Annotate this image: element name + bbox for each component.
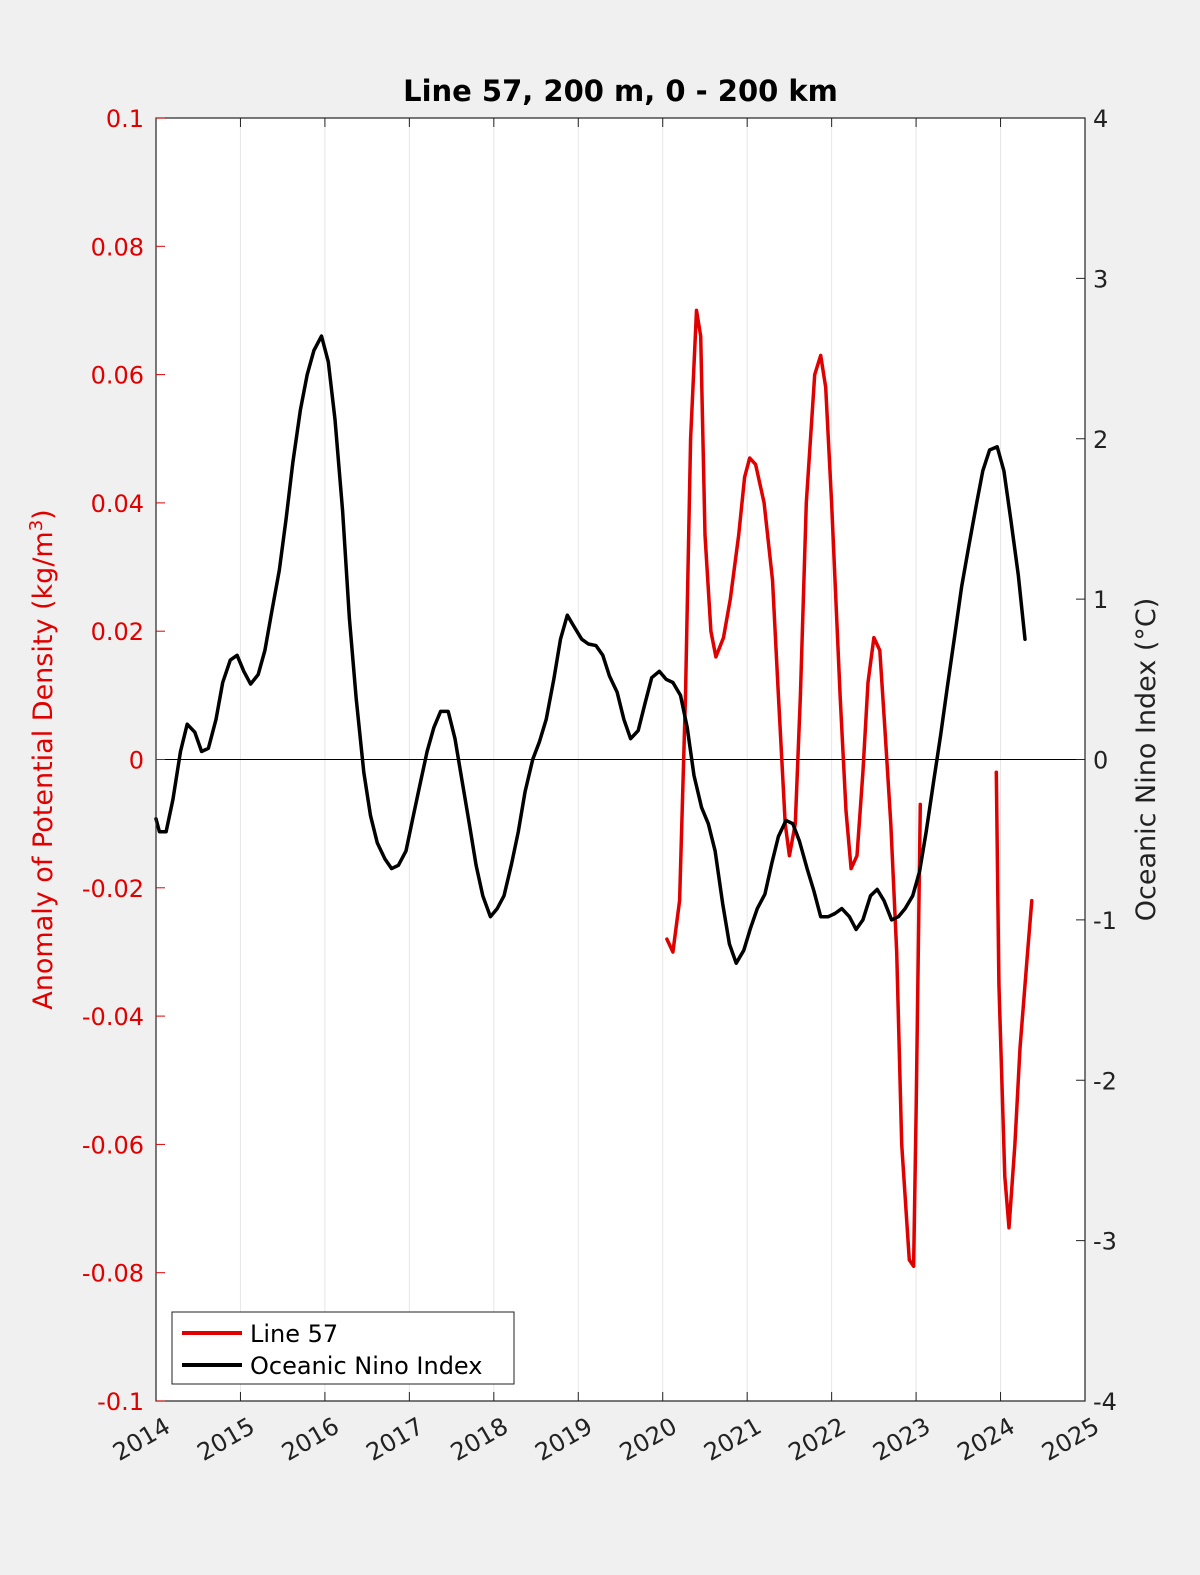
y-left-tick-label: -0.06 <box>82 1131 144 1159</box>
y-right-tick-label: -3 <box>1093 1228 1117 1256</box>
y-left-tick-label: 0.1 <box>106 105 144 133</box>
series-line-oceanic-nino-index-0 <box>154 334 1027 965</box>
y-axis-right-label: Oceanic Nino Index (°C) <box>1131 598 1162 922</box>
legend-label-oni: Oceanic Nino Index <box>250 1352 482 1380</box>
y-left-tick-label: -0.1 <box>97 1388 144 1416</box>
series-line-line-57-0 <box>665 308 923 1269</box>
y-right-tick-label: 0 <box>1093 747 1108 775</box>
y-left-tick-label: -0.04 <box>82 1003 144 1031</box>
y-left-tick-label: 0 <box>129 747 144 775</box>
y-right-tick-label: -2 <box>1093 1067 1117 1095</box>
legend-box <box>171 1311 515 1385</box>
chart-title: Line 57, 200 m, 0 - 200 km <box>403 74 838 108</box>
y-axis-left-label: Anomaly of Potential Density (kg/m3) <box>26 509 59 1009</box>
y-left-tick-label: -0.08 <box>82 1260 144 1288</box>
y-right-tick-label: 3 <box>1093 265 1108 293</box>
y-left-tick-label: 0.08 <box>91 233 144 261</box>
y-left-tick-label: 0.02 <box>91 618 144 646</box>
legend: Line 57 Oceanic Nino Index <box>171 1311 515 1385</box>
y-right-tick-label: -4 <box>1093 1388 1117 1416</box>
y-right-tick-label: 1 <box>1093 586 1108 614</box>
legend-label-line-57: Line 57 <box>250 1320 338 1348</box>
y-left-tick-label: 0.04 <box>91 490 144 518</box>
y-right-tick-label: 4 <box>1093 105 1108 133</box>
y-left-tick-label: 0.06 <box>91 362 144 390</box>
series-line-line-57-1 <box>994 770 1034 1230</box>
y-right-tick-label: 2 <box>1093 426 1108 454</box>
y-right-tick-label: -1 <box>1093 907 1117 935</box>
y-left-tick-label: -0.02 <box>82 875 144 903</box>
series-layer <box>154 308 1034 1269</box>
